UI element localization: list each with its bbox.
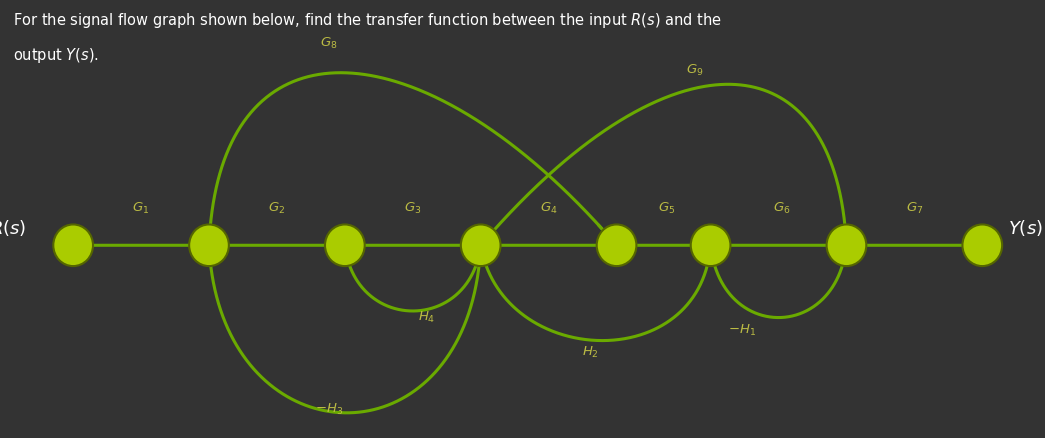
Text: $G_9$: $G_9$ (687, 63, 703, 78)
Text: $G_8$: $G_8$ (321, 36, 338, 51)
Ellipse shape (189, 224, 229, 266)
Text: $Y(s)$: $Y(s)$ (1008, 218, 1043, 238)
Text: $G_5$: $G_5$ (658, 201, 675, 215)
Text: $-H_1$: $-H_1$ (728, 323, 756, 338)
Text: $G_4$: $G_4$ (540, 201, 557, 215)
Text: For the signal flow graph shown below, find the transfer function between the in: For the signal flow graph shown below, f… (13, 11, 721, 30)
Ellipse shape (962, 224, 1002, 266)
Text: $R(s)$: $R(s)$ (0, 218, 26, 238)
Text: $G_2$: $G_2$ (269, 201, 285, 215)
Text: $G_7$: $G_7$ (906, 201, 923, 215)
Ellipse shape (597, 224, 636, 266)
Text: $-H_3$: $-H_3$ (316, 402, 343, 417)
Ellipse shape (53, 224, 93, 266)
Text: $G_1$: $G_1$ (133, 201, 149, 215)
Text: $G_6$: $G_6$ (773, 201, 790, 215)
Ellipse shape (325, 224, 365, 266)
Ellipse shape (461, 224, 501, 266)
Ellipse shape (827, 224, 866, 266)
Text: $G_3$: $G_3$ (404, 201, 421, 215)
Text: output $Y(s)$.: output $Y(s)$. (13, 46, 98, 65)
Text: $H_2$: $H_2$ (582, 345, 599, 360)
Ellipse shape (691, 224, 730, 266)
Text: $H_4$: $H_4$ (418, 310, 435, 325)
